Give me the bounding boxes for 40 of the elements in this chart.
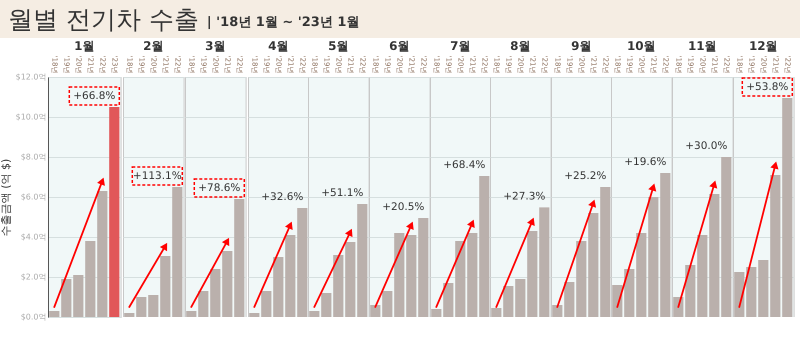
annotation: +78.6% [198,182,241,194]
annotation: +51.1% [322,187,364,199]
y-tick-label: $10.0억 [16,112,46,122]
chart-title: 9월 [570,39,592,54]
y-tick-label: $4.0억 [20,232,46,242]
annotation: +25.2% [564,170,606,182]
y-tick-label: $8.0억 [20,152,46,162]
chart-title: 6월 [389,39,410,54]
chart-title: 11월 [688,39,717,54]
annotation: +68.4% [442,159,485,171]
annotation: +20.5% [382,200,424,213]
chart-title: 1월 [74,39,94,54]
chart-title: 3월 [205,39,226,54]
bar [109,107,120,317]
annotation: +53.8% [746,81,788,94]
chart-title: 12월 [748,39,778,54]
bar [124,312,134,317]
annotation: +66.8% [73,90,116,102]
chart-title: 10월 [627,39,656,54]
y-tick-label: $6.0억 [20,192,46,202]
annotation: +32.6% [261,191,304,203]
bar [430,308,441,317]
chart-title: 5월 [328,39,349,54]
y-tick-label: $2.0억 [20,272,46,282]
annotation: +19.6% [624,156,667,168]
bar [358,204,368,317]
y-tick-label: $12.0억 [16,72,46,82]
annotation: +113.1% [132,170,182,182]
text: 월별 전기차 수출 [8,5,199,34]
chart-title: 8월 [510,39,531,54]
annotation: +30.0% [685,140,728,152]
annotation: +27.3% [503,190,546,202]
chart-title: 7월 [450,39,470,54]
bar [660,173,671,317]
chart-title: 2월 [142,39,164,54]
chart-title: 4월 [268,39,288,54]
text: | '18년 1월 ~ '23년 1월 [206,14,360,32]
y-axis-title: 수출금액 (억 $) [0,158,13,236]
y-tick-label: $0.0억 [20,312,46,322]
bar [734,272,744,317]
